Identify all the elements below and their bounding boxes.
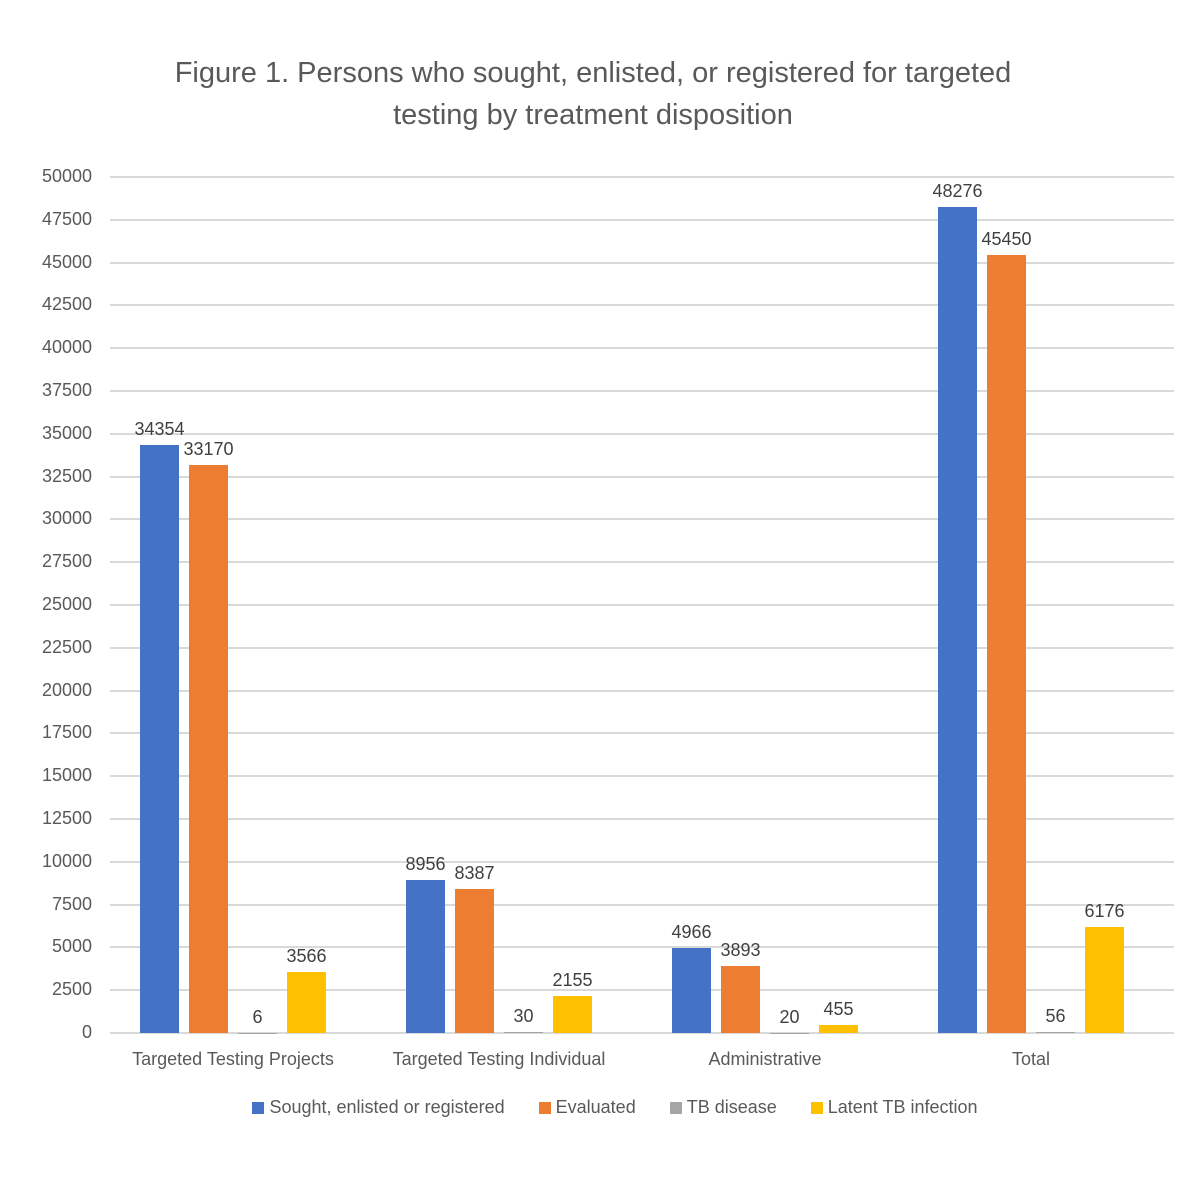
- data-label: 455: [823, 999, 854, 1020]
- data-label: 2155: [552, 970, 593, 991]
- data-label: 30: [513, 1006, 534, 1027]
- x-axis-category-label: Targeted Testing Projects: [132, 1049, 334, 1069]
- data-label: 8387: [454, 863, 495, 884]
- gridline: [110, 604, 1174, 606]
- bar-sought-enlisted-or-registered[interactable]: [140, 444, 179, 1033]
- x-axis-category-label: Targeted Testing Individual: [392, 1049, 606, 1069]
- gridline: [110, 903, 1174, 906]
- chart-title-line-2: testing by treatment disposition: [393, 99, 793, 131]
- gridline: [110, 989, 1174, 992]
- data-label: 8956: [405, 853, 446, 874]
- chart-title-line-1: Figure 1. Persons who sought, enlisted, …: [174, 57, 1012, 89]
- bar-tb-disease[interactable]: [504, 1032, 543, 1033]
- gridline: [110, 860, 1174, 863]
- bar-latent-tb-infection[interactable]: [553, 996, 592, 1033]
- y-axis-tick-label: 15000: [41, 765, 92, 786]
- legend-item[interactable]: Sought, enlisted or registered: [252, 1097, 505, 1118]
- data-label: 3566: [286, 945, 327, 966]
- y-axis-tick-label: 30000: [41, 508, 92, 529]
- gridline: [110, 176, 1174, 178]
- gridline: [110, 646, 1174, 649]
- data-label: 34354: [134, 418, 185, 439]
- legend-swatch-icon: [669, 1101, 682, 1114]
- y-axis-tick-label: 2500: [51, 979, 92, 1000]
- y-axis-tick-label: 12500: [41, 808, 92, 828]
- legend-item[interactable]: Latent TB infection: [810, 1097, 978, 1118]
- y-axis-tick-label: 50000: [41, 166, 92, 186]
- y-axis-tick-label: 20000: [41, 679, 92, 700]
- legend-label: Latent TB infection: [827, 1097, 978, 1117]
- gridline: [110, 732, 1174, 735]
- data-label: 3893: [720, 940, 761, 961]
- y-axis-tick-label: 27500: [41, 551, 92, 572]
- gridline: [110, 304, 1174, 307]
- bar-evaluated[interactable]: [721, 966, 760, 1033]
- gridline: [110, 946, 1174, 949]
- bar-evaluated[interactable]: [987, 254, 1026, 1033]
- gridline: [110, 818, 1174, 820]
- legend-label: Sought, enlisted or registered: [269, 1097, 505, 1117]
- legend-label: TB disease: [686, 1097, 777, 1117]
- y-axis-tick-label: 37500: [41, 380, 92, 400]
- bar-sought-enlisted-or-registered[interactable]: [406, 879, 445, 1033]
- data-label: 4966: [671, 921, 712, 942]
- gridline: [110, 347, 1174, 350]
- data-label: 6176: [1084, 901, 1125, 922]
- data-label: 33170: [183, 439, 234, 460]
- y-axis-tick-label: 35000: [41, 422, 92, 443]
- legend-item[interactable]: Evaluated: [538, 1097, 636, 1118]
- gridline: [110, 561, 1174, 564]
- y-axis-tick-label: 5000: [51, 936, 92, 957]
- gridline: [110, 518, 1174, 521]
- y-axis-tick-label: 40000: [41, 337, 92, 358]
- bar-sought-enlisted-or-registered[interactable]: [938, 206, 977, 1033]
- x-axis-category-label: Total: [1011, 1049, 1051, 1069]
- data-label: 6: [252, 1006, 263, 1027]
- gridline: [110, 689, 1174, 692]
- legend-label: Evaluated: [555, 1097, 636, 1117]
- legend-item[interactable]: TB disease: [669, 1097, 777, 1118]
- gridline: [110, 390, 1174, 392]
- bar-evaluated[interactable]: [455, 889, 494, 1033]
- legend-swatch-icon: [252, 1101, 265, 1114]
- y-axis-tick-label: 42500: [41, 294, 92, 315]
- gridline: [110, 775, 1174, 778]
- bar-latent-tb-infection[interactable]: [1085, 927, 1124, 1033]
- y-axis-tick-label: 47500: [41, 208, 92, 229]
- y-axis-tick-label: 0: [81, 1022, 92, 1042]
- chart-title: Figure 1. Persons who sought, enlisted, …: [0, 52, 1186, 136]
- bar-latent-tb-infection[interactable]: [819, 1025, 858, 1033]
- y-axis-tick-label: 45000: [41, 251, 92, 272]
- y-axis-tick-label: 32500: [41, 465, 92, 486]
- data-label: 48276: [932, 180, 983, 201]
- y-axis-tick-label: 10000: [41, 850, 92, 871]
- gridline: [110, 218, 1174, 221]
- y-axis-tick-label: 7500: [51, 893, 92, 914]
- data-label: 56: [1045, 1006, 1066, 1027]
- bar-evaluated[interactable]: [189, 465, 228, 1033]
- gridline: [110, 475, 1174, 478]
- bar-sought-enlisted-or-registered[interactable]: [672, 947, 711, 1033]
- legend-swatch-icon: [810, 1101, 823, 1114]
- y-axis-tick-label: 25000: [41, 594, 92, 614]
- gridline: [110, 432, 1174, 435]
- y-axis-tick-label: 22500: [41, 636, 92, 657]
- gridline: [110, 1032, 1174, 1034]
- x-axis-category-label: Administrative: [708, 1049, 822, 1069]
- data-label: 45450: [981, 228, 1032, 249]
- legend-swatch-icon: [538, 1101, 551, 1114]
- bar-latent-tb-infection[interactable]: [287, 971, 326, 1033]
- bar-tb-disease[interactable]: [1036, 1032, 1075, 1033]
- chart-legend: Sought, enlisted or registered Evaluated T…: [0, 1097, 1200, 1118]
- gridline: [110, 261, 1174, 264]
- data-label: 20: [779, 1006, 800, 1027]
- y-axis-tick-label: 17500: [41, 722, 92, 743]
